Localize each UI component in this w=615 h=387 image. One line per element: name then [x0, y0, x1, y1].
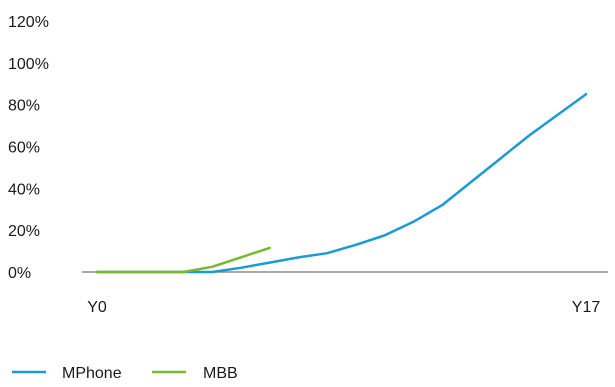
- y-tick-label: 120%: [8, 14, 49, 31]
- series-line-mphone: [95, 92, 588, 274]
- legend-label-mphone: MPhone: [62, 365, 122, 382]
- y-tick-label: 40%: [8, 181, 40, 198]
- x-tick-label: Y0: [87, 299, 107, 316]
- legend-label-mbb: MBB: [203, 365, 238, 382]
- series-line-mbb: [95, 246, 271, 274]
- y-tick-label: 100%: [8, 56, 49, 73]
- x-axis-labels: Y0 Y17: [87, 299, 600, 316]
- y-axis-labels: 0% 20% 40% 60% 80% 100% 120%: [8, 14, 49, 282]
- series-lines: [95, 92, 588, 274]
- x-tick-label: Y17: [572, 299, 601, 316]
- y-tick-label: 20%: [8, 223, 40, 240]
- y-tick-label: 60%: [8, 140, 40, 157]
- y-tick-label: 0%: [8, 265, 31, 282]
- y-tick-label: 80%: [8, 98, 40, 115]
- legend: MPhone MBB: [12, 365, 238, 382]
